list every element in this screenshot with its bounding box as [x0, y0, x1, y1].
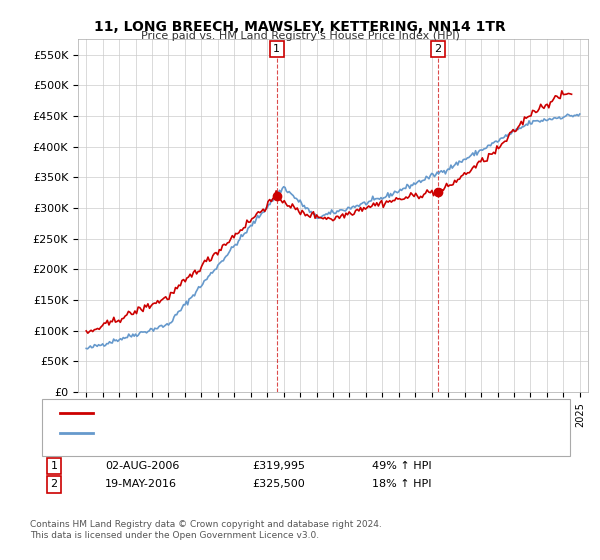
Text: This data is licensed under the Open Government Licence v3.0.: This data is licensed under the Open Gov…: [30, 531, 319, 540]
Text: 02-AUG-2006: 02-AUG-2006: [105, 461, 179, 471]
Text: 19-MAY-2016: 19-MAY-2016: [105, 479, 177, 489]
Text: 11, LONG BREECH, MAWSLEY, KETTERING, NN14 1TR: 11, LONG BREECH, MAWSLEY, KETTERING, NN1…: [94, 20, 506, 34]
Text: 1: 1: [50, 461, 58, 471]
Text: 11, LONG BREECH, MAWSLEY, KETTERING, NN14 1TR (detached house): 11, LONG BREECH, MAWSLEY, KETTERING, NN1…: [99, 408, 470, 418]
Text: 1: 1: [273, 44, 280, 54]
Text: 2: 2: [434, 44, 442, 54]
Text: Contains HM Land Registry data © Crown copyright and database right 2024.: Contains HM Land Registry data © Crown c…: [30, 520, 382, 529]
Text: 18% ↑ HPI: 18% ↑ HPI: [372, 479, 431, 489]
Text: £319,995: £319,995: [252, 461, 305, 471]
Text: £325,500: £325,500: [252, 479, 305, 489]
Text: HPI: Average price, detached house, North Northamptonshire: HPI: Average price, detached house, Nort…: [99, 428, 419, 438]
Text: 2: 2: [50, 479, 58, 489]
Text: 49% ↑ HPI: 49% ↑ HPI: [372, 461, 431, 471]
Text: Price paid vs. HM Land Registry's House Price Index (HPI): Price paid vs. HM Land Registry's House …: [140, 31, 460, 41]
